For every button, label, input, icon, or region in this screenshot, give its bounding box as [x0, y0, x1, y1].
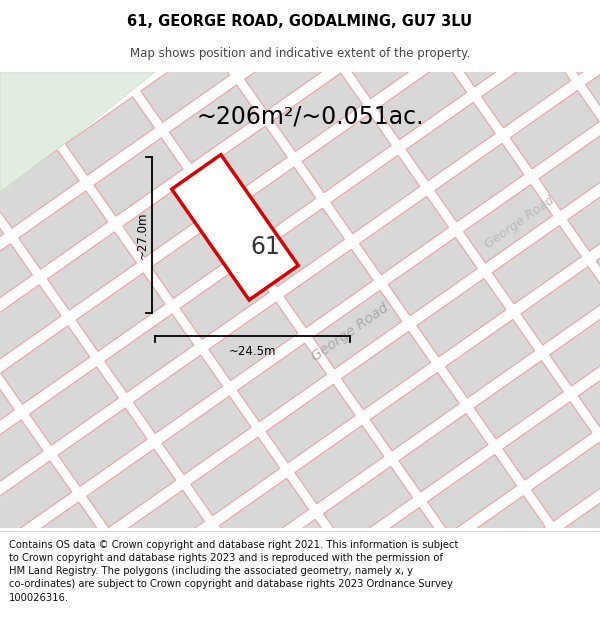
Polygon shape — [503, 402, 592, 480]
Polygon shape — [456, 496, 545, 574]
Polygon shape — [1, 326, 90, 404]
Polygon shape — [492, 226, 581, 304]
Polygon shape — [0, 244, 32, 322]
Polygon shape — [568, 173, 600, 251]
Text: 61, GEORGE ROAD, GODALMING, GU7 3LU: 61, GEORGE ROAD, GODALMING, GU7 3LU — [127, 14, 473, 29]
Text: ~206m²/~0.051ac.: ~206m²/~0.051ac. — [196, 105, 424, 129]
Polygon shape — [550, 308, 600, 386]
Polygon shape — [216, 0, 305, 69]
Polygon shape — [464, 184, 553, 263]
Polygon shape — [320, 0, 409, 58]
Polygon shape — [245, 32, 334, 111]
Polygon shape — [453, 8, 542, 87]
Polygon shape — [238, 343, 326, 422]
Polygon shape — [133, 355, 223, 434]
Text: ~27.0m: ~27.0m — [136, 211, 149, 259]
Text: Contains OS data © Crown copyright and database right 2021. This information is : Contains OS data © Crown copyright and d… — [9, 540, 458, 602]
Text: ~24.5m: ~24.5m — [229, 345, 276, 358]
Polygon shape — [0, 0, 68, 52]
Polygon shape — [370, 372, 459, 451]
Polygon shape — [0, 68, 22, 146]
Polygon shape — [428, 454, 517, 533]
Polygon shape — [19, 191, 108, 269]
Polygon shape — [0, 285, 61, 363]
Polygon shape — [510, 91, 599, 169]
Polygon shape — [331, 155, 420, 234]
Polygon shape — [313, 290, 402, 369]
Polygon shape — [115, 490, 205, 569]
Polygon shape — [341, 331, 431, 410]
Polygon shape — [586, 38, 600, 116]
Polygon shape — [0, 461, 72, 539]
Polygon shape — [248, 519, 337, 598]
Polygon shape — [94, 138, 183, 216]
Text: 61: 61 — [250, 236, 280, 259]
Polygon shape — [169, 85, 259, 163]
Polygon shape — [220, 478, 308, 557]
Polygon shape — [539, 132, 600, 210]
Polygon shape — [227, 167, 316, 246]
Text: Map shows position and indicative extent of the property.: Map shows position and indicative extent… — [130, 48, 470, 61]
Polygon shape — [105, 314, 194, 392]
Polygon shape — [172, 154, 298, 300]
Polygon shape — [8, 14, 97, 93]
Polygon shape — [0, 202, 4, 281]
Polygon shape — [482, 49, 571, 127]
Polygon shape — [359, 196, 449, 275]
Polygon shape — [0, 109, 50, 187]
Polygon shape — [435, 143, 524, 222]
Polygon shape — [29, 367, 118, 445]
Polygon shape — [123, 179, 212, 258]
Polygon shape — [58, 408, 147, 486]
Polygon shape — [485, 537, 574, 615]
Polygon shape — [0, 72, 155, 192]
Polygon shape — [406, 102, 495, 181]
Polygon shape — [180, 261, 269, 339]
Polygon shape — [284, 249, 373, 328]
Polygon shape — [256, 208, 344, 286]
Polygon shape — [377, 61, 467, 139]
Polygon shape — [11, 502, 100, 581]
Polygon shape — [302, 114, 391, 192]
Polygon shape — [578, 349, 600, 427]
Polygon shape — [557, 0, 600, 75]
Polygon shape — [446, 319, 535, 398]
Polygon shape — [323, 466, 413, 545]
Polygon shape — [76, 273, 165, 351]
Polygon shape — [47, 232, 136, 310]
Polygon shape — [399, 414, 488, 492]
Polygon shape — [198, 126, 287, 204]
Polygon shape — [352, 508, 441, 586]
Polygon shape — [209, 302, 298, 381]
Text: George Road: George Road — [309, 301, 391, 364]
Polygon shape — [349, 20, 438, 99]
Polygon shape — [274, 73, 362, 151]
Polygon shape — [141, 44, 230, 122]
Polygon shape — [474, 361, 563, 439]
Polygon shape — [0, 379, 14, 457]
Polygon shape — [388, 238, 477, 316]
Polygon shape — [596, 214, 600, 292]
Polygon shape — [65, 97, 154, 175]
Polygon shape — [151, 220, 241, 298]
Polygon shape — [0, 420, 43, 498]
Polygon shape — [532, 442, 600, 521]
Polygon shape — [37, 56, 126, 134]
Polygon shape — [295, 426, 384, 504]
Polygon shape — [0, 150, 79, 228]
Polygon shape — [40, 543, 129, 621]
Polygon shape — [87, 449, 176, 528]
Polygon shape — [112, 3, 201, 81]
Polygon shape — [162, 396, 251, 474]
Polygon shape — [417, 279, 506, 357]
Polygon shape — [560, 484, 600, 562]
Polygon shape — [381, 549, 470, 625]
Polygon shape — [144, 531, 233, 609]
Polygon shape — [266, 384, 355, 462]
Text: George Road: George Road — [483, 194, 557, 251]
Polygon shape — [191, 438, 280, 516]
Polygon shape — [521, 267, 600, 345]
